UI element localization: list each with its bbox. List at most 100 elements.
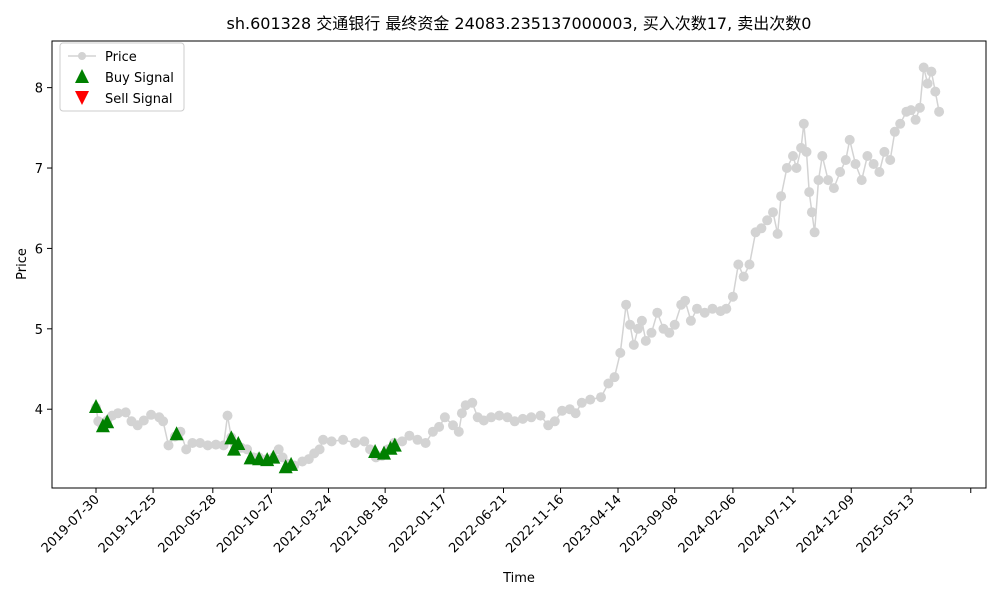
legend-sell-marker [75,91,89,105]
price-point [434,421,445,432]
price-point [680,295,691,306]
buy-signal-marker [266,449,281,464]
price-point [526,412,537,423]
x-tick-label: 2023-09-08 [617,492,681,556]
price-point [187,438,198,448]
price-point [535,410,546,421]
price-point [412,434,423,445]
price-point [926,66,937,77]
price-point [817,151,828,161]
price-point [798,118,809,129]
price-point [359,436,370,447]
price-point [633,323,643,334]
x-tick-label: 2020-10-27 [214,492,278,556]
x-tick-label: 2024-12-09 [794,492,858,556]
price-line [95,67,940,467]
price-point [420,438,431,448]
price-point [788,151,798,161]
price-point [804,187,815,198]
price-point [874,167,885,177]
price-point [517,413,528,424]
price-point [113,408,123,419]
price-point [509,416,520,427]
buy-signal-marker [243,450,258,465]
x-axis-label: Time [502,571,535,586]
x-tick-label: 2024-02-06 [676,492,740,556]
price-point [727,291,738,302]
price-point [692,303,702,314]
x-tick-label: 2021-08-18 [328,492,392,556]
price-point [158,416,169,427]
price-point [138,415,149,426]
price-point [195,438,206,448]
price-point [502,412,513,423]
legend-sell-label: Sell Signal [105,92,173,107]
legend-price-marker [78,52,86,60]
price-point [486,412,497,423]
buy-signal-marker [169,426,184,441]
price-point [210,439,221,450]
price-point [669,319,680,330]
price-point [776,191,787,202]
price-point [762,215,773,226]
buy-signal-marker [224,430,239,445]
price-point [738,271,749,282]
x-tick-label: 2024-07-11 [736,492,800,556]
price-point [862,151,873,161]
price-point [163,440,174,451]
buy-signal-marker [387,437,402,452]
price-point [439,412,450,423]
price-point [906,105,916,116]
price-point [549,416,560,427]
x-tick-label: 2019-07-30 [39,492,103,556]
price-point [850,159,861,169]
price-point [895,118,906,129]
price-point [326,436,337,447]
price-point [120,407,131,418]
price-point [453,426,464,437]
price-point [628,339,639,350]
y-tick-label: 6 [35,242,43,257]
price-point [181,444,192,455]
series-group [89,62,945,474]
y-axis: 4 5 6 7 8 [35,82,52,418]
x-axis: 2019-07-302019-12-252020-05-282020-10-27… [39,488,972,556]
plot-frame [51,40,987,489]
price-point [885,155,896,165]
price-point [868,159,879,169]
y-tick-label: 4 [35,403,43,418]
buy-signal-marker [284,456,299,471]
buy-signal-marker [377,445,391,460]
price-point [273,444,284,455]
legend-buy-marker [75,69,89,83]
price-point [768,207,778,218]
price-point [636,315,647,326]
buy-signal-marker [89,399,103,413]
x-tick-label: 2025-05-13 [854,492,918,556]
y-tick-label: 8 [35,82,43,97]
price-point [448,420,458,431]
price-point [664,327,675,338]
price-point [652,307,663,318]
price-point [809,227,820,238]
price-point [318,434,329,445]
x-tick-label: 2021-03-24 [271,492,335,556]
price-point [922,78,933,89]
price-point [202,440,213,451]
price-point [699,307,710,318]
price-point [350,438,361,448]
legend-buy-label: Buy Signal [105,71,174,86]
price-point [813,175,824,186]
buy-signal-marker [100,414,115,429]
x-tick-label: 2020-05-28 [156,492,220,556]
price-point [609,372,620,383]
y-axis-label: Price [15,248,30,280]
price-point [467,397,478,408]
price-point [806,207,817,218]
price-point [707,303,718,314]
x-tick-label: 2022-06-21 [446,492,510,556]
price-point [314,444,325,455]
x-tick-label: 2019-12-25 [96,492,160,556]
